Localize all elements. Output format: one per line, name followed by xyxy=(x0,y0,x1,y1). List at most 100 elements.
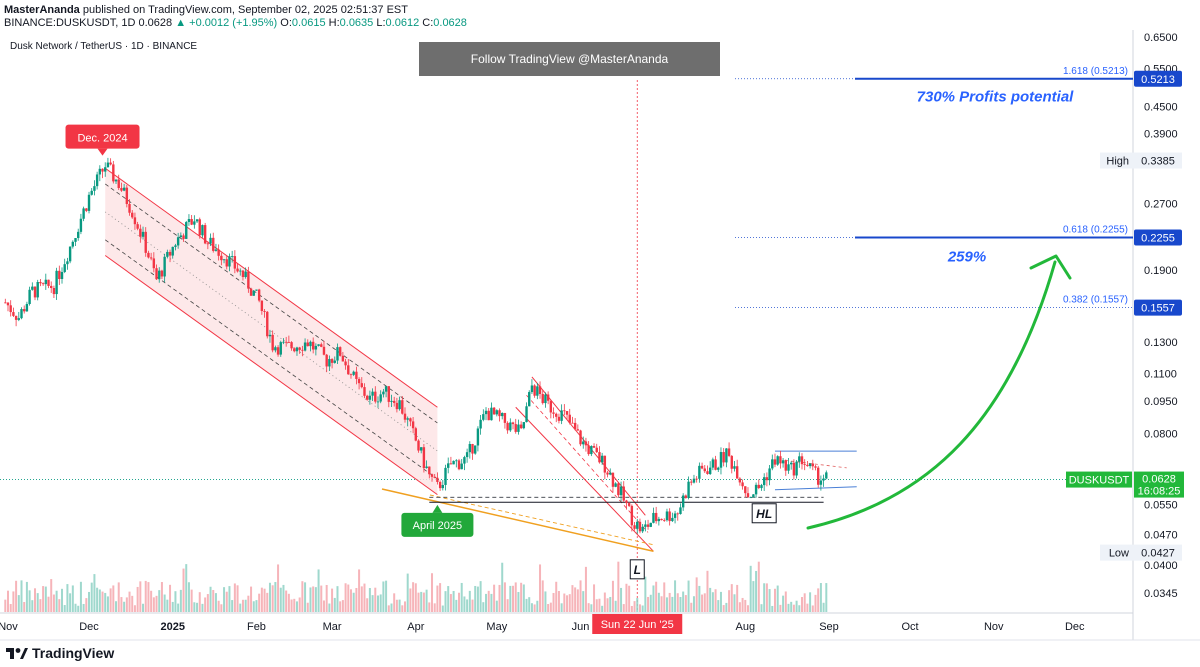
volume-bar xyxy=(765,583,768,612)
publish-info: MasterAnanda published on TradingView.co… xyxy=(4,4,408,16)
volume-bar xyxy=(355,587,358,612)
candle-body xyxy=(23,309,26,312)
volume-bar xyxy=(493,584,496,612)
volume-bar xyxy=(247,595,250,612)
pattern-label: L xyxy=(634,563,641,577)
volume-bar xyxy=(412,582,415,612)
callout-pointer-red xyxy=(97,148,108,156)
candle-body xyxy=(382,391,385,395)
volume-bar xyxy=(244,599,247,612)
candle-body xyxy=(333,360,336,363)
channel-inner-dashed xyxy=(104,183,438,424)
candle-body xyxy=(587,445,590,455)
candle-body xyxy=(6,302,10,306)
candle-body xyxy=(744,486,747,494)
candle-body xyxy=(730,455,733,469)
volume-bar xyxy=(301,581,304,612)
candle-body xyxy=(757,484,760,489)
candle-body xyxy=(468,444,472,453)
volume-bar xyxy=(536,600,539,612)
volume-bar xyxy=(674,580,677,612)
volume-bar xyxy=(547,604,550,612)
candle-body xyxy=(50,285,53,289)
volume-bar xyxy=(304,582,307,612)
volume-bar xyxy=(733,594,736,612)
candle-body xyxy=(249,288,253,296)
volume-bar xyxy=(663,582,666,612)
profit-annotation: 730% Profits potential xyxy=(917,88,1075,105)
volume-bar xyxy=(806,603,809,612)
candle-body xyxy=(719,452,723,468)
volume-bar xyxy=(79,581,82,612)
volume-bar xyxy=(117,582,120,612)
volume-bar xyxy=(490,593,493,612)
volume-bar xyxy=(347,584,350,612)
volume-bar xyxy=(617,561,620,612)
candle-body xyxy=(779,456,782,464)
volume-bar xyxy=(120,597,123,612)
candle-body xyxy=(195,219,199,222)
candle-body xyxy=(33,286,37,298)
candle-body xyxy=(93,186,96,191)
candle-body xyxy=(360,383,363,388)
volume-bar xyxy=(482,602,485,612)
volume-bar xyxy=(401,605,404,612)
volume-bar xyxy=(155,595,158,612)
volume-bar xyxy=(787,603,790,612)
candle-body xyxy=(803,464,806,465)
volume-bar xyxy=(217,600,220,612)
candle-body xyxy=(374,391,377,402)
volume-bar xyxy=(574,587,577,612)
candle-body xyxy=(301,349,304,351)
candle-body xyxy=(330,359,334,363)
candle-body xyxy=(622,486,625,501)
volume-bar xyxy=(579,580,582,612)
candle-body xyxy=(58,270,61,279)
volume-bar xyxy=(501,562,504,612)
volume-bar xyxy=(466,599,469,612)
candle-body xyxy=(522,422,526,429)
candle-body xyxy=(533,385,536,396)
candle-body xyxy=(379,394,382,402)
volume-bar xyxy=(212,590,215,612)
volume-bar xyxy=(220,604,223,612)
volume-bar xyxy=(187,582,190,612)
volume-bar xyxy=(530,603,533,612)
open-value: 0.0615 xyxy=(291,17,326,29)
volume-bar xyxy=(171,601,174,612)
candle-body xyxy=(222,259,226,261)
candle-body xyxy=(174,245,177,247)
candle-body xyxy=(519,424,523,429)
orange-dashed-line xyxy=(429,494,654,546)
candle-body xyxy=(4,302,7,304)
volume-bar xyxy=(328,603,331,612)
candle-body xyxy=(341,355,345,362)
volume-bar xyxy=(279,587,282,612)
volume-bar xyxy=(163,594,166,612)
candle-body xyxy=(298,347,301,350)
volume-bar xyxy=(409,588,412,612)
volume-bar xyxy=(77,605,80,612)
target-arrow-head xyxy=(1029,254,1072,280)
candle-body xyxy=(287,342,291,343)
candle-body xyxy=(306,342,309,347)
candle-body xyxy=(85,208,88,211)
stat-tag-box xyxy=(1100,152,1182,169)
volume-bar xyxy=(598,598,601,612)
candle-body xyxy=(336,347,339,361)
candle-body xyxy=(706,471,709,474)
candle-body xyxy=(20,309,23,319)
stat-tag-box xyxy=(1100,544,1182,561)
volume-bar xyxy=(320,585,323,612)
candle-body xyxy=(230,256,234,257)
volume-bar xyxy=(676,593,679,612)
candle-body xyxy=(735,466,739,479)
volume-bar xyxy=(309,587,312,612)
volume-bar xyxy=(179,589,182,612)
candle-body xyxy=(576,429,580,431)
volume-bar xyxy=(209,586,212,612)
target-arrow-shaft xyxy=(806,260,1057,530)
volume-bar xyxy=(196,602,199,612)
volume-bar xyxy=(358,569,361,612)
